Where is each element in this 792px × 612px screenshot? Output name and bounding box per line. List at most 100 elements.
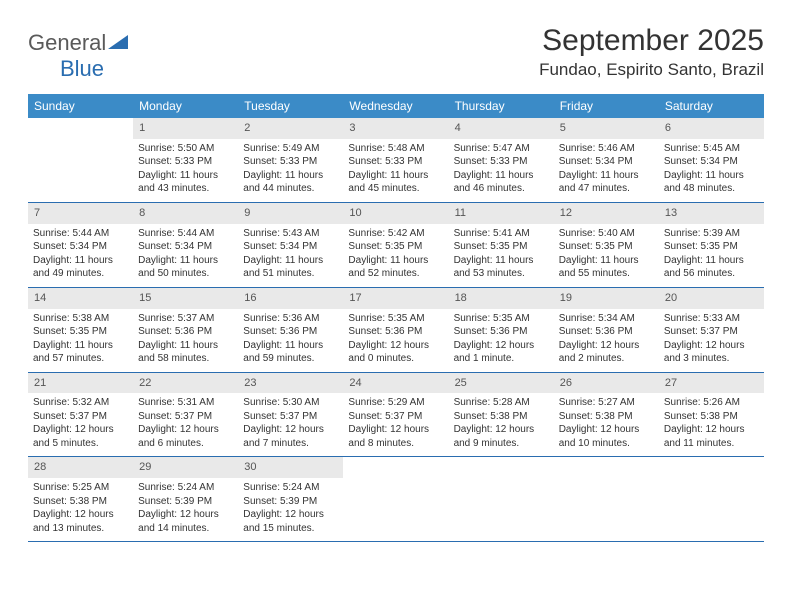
sunset-line: Sunset: 5:33 PM <box>454 155 549 169</box>
weekday-header: Tuesday <box>238 94 343 118</box>
day-details: Sunrise: 5:38 AMSunset: 5:35 PMDaylight:… <box>28 312 133 366</box>
weekday-header: Sunday <box>28 94 133 118</box>
logo-triangle-icon <box>108 35 128 56</box>
sunrise-line: Sunrise: 5:28 AM <box>454 396 549 410</box>
daylight-line: and 43 minutes. <box>138 182 233 196</box>
day-cell: 12Sunrise: 5:40 AMSunset: 5:35 PMDayligh… <box>554 203 659 287</box>
day-details: Sunrise: 5:39 AMSunset: 5:35 PMDaylight:… <box>659 227 764 281</box>
day-details: Sunrise: 5:43 AMSunset: 5:34 PMDaylight:… <box>238 227 343 281</box>
daylight-line: Daylight: 11 hours <box>33 254 128 268</box>
day-number: 10 <box>343 203 448 224</box>
day-details: Sunrise: 5:50 AMSunset: 5:33 PMDaylight:… <box>133 142 238 196</box>
daylight-line: and 10 minutes. <box>559 437 654 451</box>
day-cell: 4 Sunrise: 5:47 AMSunset: 5:33 PMDaylight… <box>449 118 554 202</box>
day-number: 11 <box>449 203 554 224</box>
daylight-line: Daylight: 11 hours <box>138 169 233 183</box>
daylight-line: and 56 minutes. <box>664 267 759 281</box>
week-row: 28Sunrise: 5:25 AMSunset: 5:38 PMDayligh… <box>28 457 764 542</box>
week-row: 14Sunrise: 5:38 AMSunset: 5:35 PMDayligh… <box>28 288 764 373</box>
sunset-line: Sunset: 5:34 PM <box>664 155 759 169</box>
sunset-line: Sunset: 5:38 PM <box>33 495 128 509</box>
sunrise-line: Sunrise: 5:39 AM <box>664 227 759 241</box>
daylight-line: and 48 minutes. <box>664 182 759 196</box>
daylight-line: and 59 minutes. <box>243 352 338 366</box>
day-number: 3 <box>343 118 448 139</box>
daylight-line: Daylight: 11 hours <box>138 339 233 353</box>
daylight-line: and 51 minutes. <box>243 267 338 281</box>
sunset-line: Sunset: 5:35 PM <box>348 240 443 254</box>
sunrise-line: Sunrise: 5:33 AM <box>664 312 759 326</box>
sunset-line: Sunset: 5:34 PM <box>33 240 128 254</box>
day-cell: 19Sunrise: 5:34 AMSunset: 5:36 PMDayligh… <box>554 288 659 372</box>
daylight-line: Daylight: 12 hours <box>454 339 549 353</box>
sunrise-line: Sunrise: 5:49 AM <box>243 142 338 156</box>
day-details: Sunrise: 5:47 AMSunset: 5:33 PMDaylight:… <box>449 142 554 196</box>
daylight-line: Daylight: 11 hours <box>243 254 338 268</box>
daylight-line: and 15 minutes. <box>243 522 338 536</box>
daylight-line: and 14 minutes. <box>138 522 233 536</box>
day-details: Sunrise: 5:45 AMSunset: 5:34 PMDaylight:… <box>659 142 764 196</box>
daylight-line: Daylight: 12 hours <box>348 423 443 437</box>
daylight-line: Daylight: 11 hours <box>559 169 654 183</box>
sunset-line: Sunset: 5:35 PM <box>559 240 654 254</box>
daylight-line: and 9 minutes. <box>454 437 549 451</box>
sunrise-line: Sunrise: 5:34 AM <box>559 312 654 326</box>
day-details: Sunrise: 5:31 AMSunset: 5:37 PMDaylight:… <box>133 396 238 450</box>
daylight-line: and 5 minutes. <box>33 437 128 451</box>
day-details: Sunrise: 5:30 AMSunset: 5:37 PMDaylight:… <box>238 396 343 450</box>
week-row: 7Sunrise: 5:44 AMSunset: 5:34 PMDaylight… <box>28 203 764 288</box>
sunrise-line: Sunrise: 5:35 AM <box>454 312 549 326</box>
day-details: Sunrise: 5:32 AMSunset: 5:37 PMDaylight:… <box>28 396 133 450</box>
daylight-line: and 44 minutes. <box>243 182 338 196</box>
daylight-line: Daylight: 12 hours <box>664 423 759 437</box>
sunrise-line: Sunrise: 5:26 AM <box>664 396 759 410</box>
day-cell: 27Sunrise: 5:26 AMSunset: 5:38 PMDayligh… <box>659 373 764 457</box>
calendar-page: GeneralBlue September 2025 Fundao, Espir… <box>0 0 792 566</box>
daylight-line: and 46 minutes. <box>454 182 549 196</box>
day-cell: 23Sunrise: 5:30 AMSunset: 5:37 PMDayligh… <box>238 373 343 457</box>
logo-text-general: General <box>28 30 106 56</box>
sunrise-line: Sunrise: 5:30 AM <box>243 396 338 410</box>
daylight-line: Daylight: 11 hours <box>138 254 233 268</box>
daylight-line: and 2 minutes. <box>559 352 654 366</box>
sunset-line: Sunset: 5:34 PM <box>138 240 233 254</box>
day-number: 19 <box>554 288 659 309</box>
daylight-line: and 11 minutes. <box>664 437 759 451</box>
day-cell: 14Sunrise: 5:38 AMSunset: 5:35 PMDayligh… <box>28 288 133 372</box>
day-cell: 21Sunrise: 5:32 AMSunset: 5:37 PMDayligh… <box>28 373 133 457</box>
daylight-line: Daylight: 11 hours <box>243 169 338 183</box>
day-details: Sunrise: 5:44 AMSunset: 5:34 PMDaylight:… <box>133 227 238 281</box>
daylight-line: Daylight: 12 hours <box>33 423 128 437</box>
day-cell: 30 Sunrise: 5:24 AMSunset: 5:39 PMDayligh… <box>238 457 343 541</box>
calendar-grid: Sunday Monday Tuesday Wednesday Thursday… <box>28 94 764 542</box>
daylight-line: Daylight: 11 hours <box>33 339 128 353</box>
daylight-line: and 0 minutes. <box>348 352 443 366</box>
weekday-header: Saturday <box>659 94 764 118</box>
daylight-line: Daylight: 12 hours <box>559 423 654 437</box>
day-cell: 18Sunrise: 5:35 AMSunset: 5:36 PMDayligh… <box>449 288 554 372</box>
logo-text-blue: Blue <box>60 56 104 81</box>
daylight-line: and 53 minutes. <box>454 267 549 281</box>
day-cell: 28Sunrise: 5:25 AMSunset: 5:38 PMDayligh… <box>28 457 133 541</box>
day-number: 2 <box>238 118 343 139</box>
day-number: 4 <box>449 118 554 139</box>
logo: GeneralBlue <box>28 24 128 82</box>
sunrise-line: Sunrise: 5:25 AM <box>33 481 128 495</box>
day-details: Sunrise: 5:24 AMSunset: 5:39 PMDaylight:… <box>238 481 343 535</box>
daylight-line: Daylight: 11 hours <box>454 169 549 183</box>
daylight-line: Daylight: 11 hours <box>559 254 654 268</box>
empty-cell <box>28 118 133 202</box>
sunrise-line: Sunrise: 5:43 AM <box>243 227 338 241</box>
daylight-line: Daylight: 12 hours <box>559 339 654 353</box>
day-number: 30 <box>238 457 343 478</box>
day-details: Sunrise: 5:48 AMSunset: 5:33 PMDaylight:… <box>343 142 448 196</box>
day-details: Sunrise: 5:26 AMSunset: 5:38 PMDaylight:… <box>659 396 764 450</box>
day-cell: 26Sunrise: 5:27 AMSunset: 5:38 PMDayligh… <box>554 373 659 457</box>
week-row: 21Sunrise: 5:32 AMSunset: 5:37 PMDayligh… <box>28 373 764 458</box>
sunset-line: Sunset: 5:33 PM <box>243 155 338 169</box>
daylight-line: and 8 minutes. <box>348 437 443 451</box>
daylight-line: and 47 minutes. <box>559 182 654 196</box>
sunset-line: Sunset: 5:34 PM <box>243 240 338 254</box>
day-cell: 6Sunrise: 5:45 AMSunset: 5:34 PMDaylight… <box>659 118 764 202</box>
daylight-line: Daylight: 11 hours <box>243 339 338 353</box>
